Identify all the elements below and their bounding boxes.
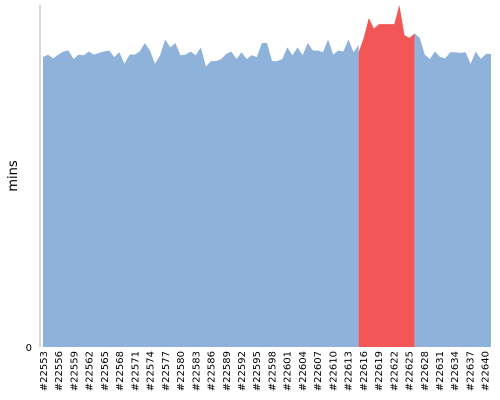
x-tick-label: #22634 (450, 351, 461, 391)
x-tick-label: #22631 (435, 351, 446, 391)
x-tick-label: #22592 (237, 351, 248, 391)
y-axis-title: mins (6, 160, 21, 192)
x-tick-label: #22559 (69, 351, 80, 391)
area-series-group (43, 5, 491, 347)
x-tick-label: #22601 (283, 351, 294, 391)
x-tick-label: #22628 (420, 351, 431, 391)
x-tick-label: #22589 (222, 351, 233, 391)
x-tick-label: #22625 (405, 351, 416, 391)
area-series-normal-end (414, 33, 491, 347)
x-tick-label: #22583 (191, 351, 202, 391)
x-tick-labels: #22553 #22556 #22559 #22562 #22565 #22568 #225… (39, 351, 492, 391)
x-tick-label: #22568 (115, 351, 126, 391)
area-series-highlight (358, 5, 415, 347)
area-series-normal-start (43, 39, 359, 347)
x-tick-label: #22571 (130, 351, 141, 391)
x-tick-label: #22586 (207, 351, 218, 391)
x-tick-label: #22607 (313, 351, 324, 391)
x-tick-label: #22637 (465, 351, 476, 391)
x-tick-label: #22562 (85, 351, 96, 391)
x-tick-label: #22616 (359, 351, 370, 391)
x-tick-label: #22553 (39, 351, 50, 391)
x-tick-label: #22622 (389, 351, 400, 391)
x-tick-label: #22595 (252, 351, 263, 391)
x-tick-label: #22619 (374, 351, 385, 391)
x-tick-label: #22574 (146, 351, 157, 391)
x-tick-label: #22640 (481, 351, 492, 391)
x-tick-label: #22598 (267, 351, 278, 391)
x-tick-label: #22577 (161, 351, 172, 391)
x-tick-label: #22604 (298, 351, 309, 391)
x-tick-label: #22610 (328, 351, 339, 391)
x-tick-label: #22565 (100, 351, 111, 391)
x-tick-label: #22580 (176, 351, 187, 391)
x-tick-label: #22556 (54, 351, 65, 391)
x-tick-label: #22613 (344, 351, 355, 391)
y-tick-label: 0 (26, 343, 32, 354)
